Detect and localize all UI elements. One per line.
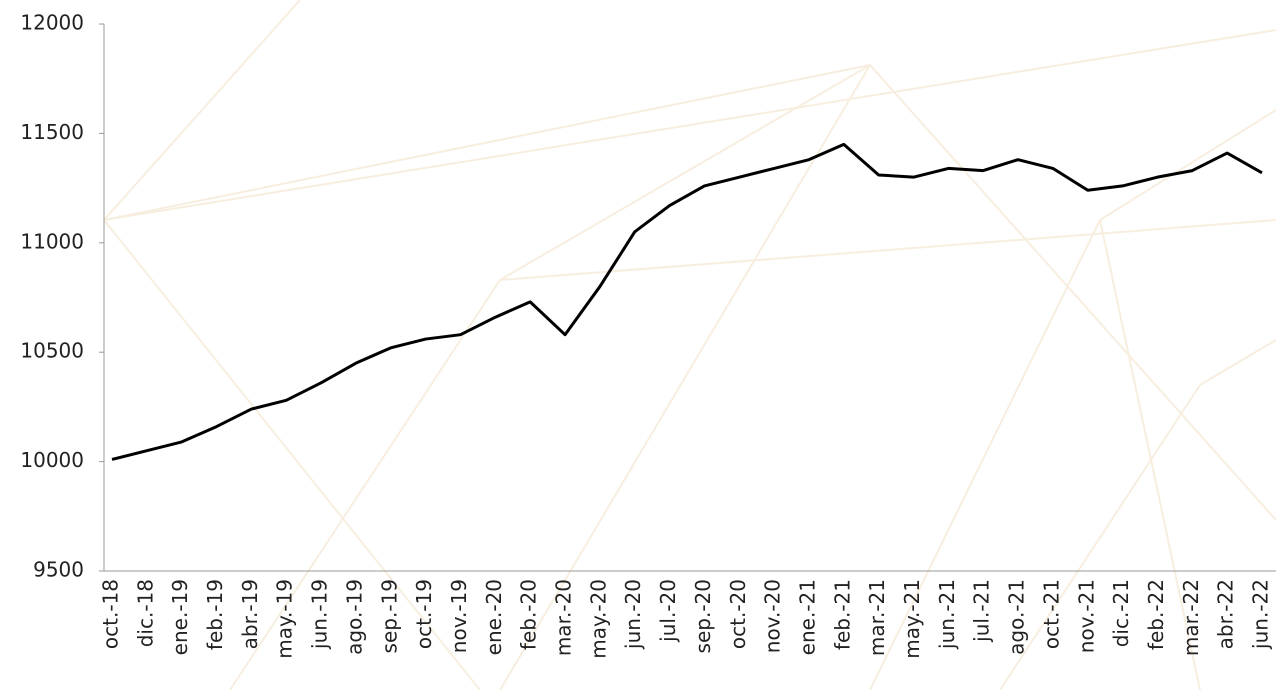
x-tick-label: sep.-20 bbox=[691, 579, 715, 653]
x-tick-label: ene.-20 bbox=[482, 579, 506, 655]
x-tick-label: feb.-20 bbox=[517, 579, 541, 650]
x-tick-label: ene.-21 bbox=[795, 579, 819, 655]
x-tick-label: dic.-21 bbox=[1109, 579, 1133, 647]
x-tick-label: jun.-21 bbox=[935, 579, 959, 650]
x-tick-label: oct.-19 bbox=[412, 579, 436, 649]
x-tick-label: abr.-22 bbox=[1214, 579, 1238, 649]
x-tick-label: oct.-20 bbox=[726, 579, 750, 649]
x-tick-label: abr.-19 bbox=[238, 579, 262, 649]
x-tick-label: ene.-19 bbox=[168, 579, 192, 655]
background-pattern bbox=[103, 0, 1276, 690]
y-tick-label: 11000 bbox=[20, 229, 84, 253]
x-tick-label: oct.-18 bbox=[99, 579, 123, 649]
x-tick-label: ago.-19 bbox=[342, 579, 366, 655]
x-tick-label: feb.-21 bbox=[830, 579, 854, 650]
x-tick-label: oct.-21 bbox=[1039, 579, 1063, 649]
line-series bbox=[111, 142, 1263, 461]
y-tick-label: 10000 bbox=[20, 448, 84, 472]
x-tick-label: mar.-22 bbox=[1179, 579, 1203, 656]
x-tick-label: may.-21 bbox=[900, 579, 924, 659]
x-tick-label: mar.-20 bbox=[552, 579, 576, 656]
x-tick-label: ago.-21 bbox=[1005, 579, 1029, 655]
x-tick-label: mar.-21 bbox=[865, 579, 889, 656]
x-tick-label: feb.-22 bbox=[1144, 579, 1168, 650]
x-tick-label: jun.-22 bbox=[1249, 579, 1273, 650]
y-tick-label: 11500 bbox=[20, 120, 84, 144]
x-tick-label: nov.-19 bbox=[447, 579, 471, 653]
x-tick-label: jul.-21 bbox=[970, 579, 994, 643]
x-tick-label: may.-19 bbox=[273, 579, 297, 659]
y-tick-label: 12000 bbox=[20, 11, 84, 35]
x-tick-label: jun.-20 bbox=[621, 579, 645, 650]
x-tick-label: jun.-19 bbox=[308, 579, 332, 650]
x-tick-label: feb.-19 bbox=[203, 579, 227, 650]
x-tick-label: nov.-21 bbox=[1074, 579, 1098, 653]
y-tick-label: 10500 bbox=[20, 339, 84, 363]
y-tick-label: 9500 bbox=[33, 558, 84, 582]
x-tick-label: dic.-18 bbox=[133, 579, 157, 647]
x-tick-label: sep.-19 bbox=[377, 579, 401, 653]
x-tick-label: may.-20 bbox=[586, 579, 610, 659]
x-tick-label: nov.-20 bbox=[761, 579, 785, 653]
x-tick-label: jul.-20 bbox=[656, 579, 680, 643]
